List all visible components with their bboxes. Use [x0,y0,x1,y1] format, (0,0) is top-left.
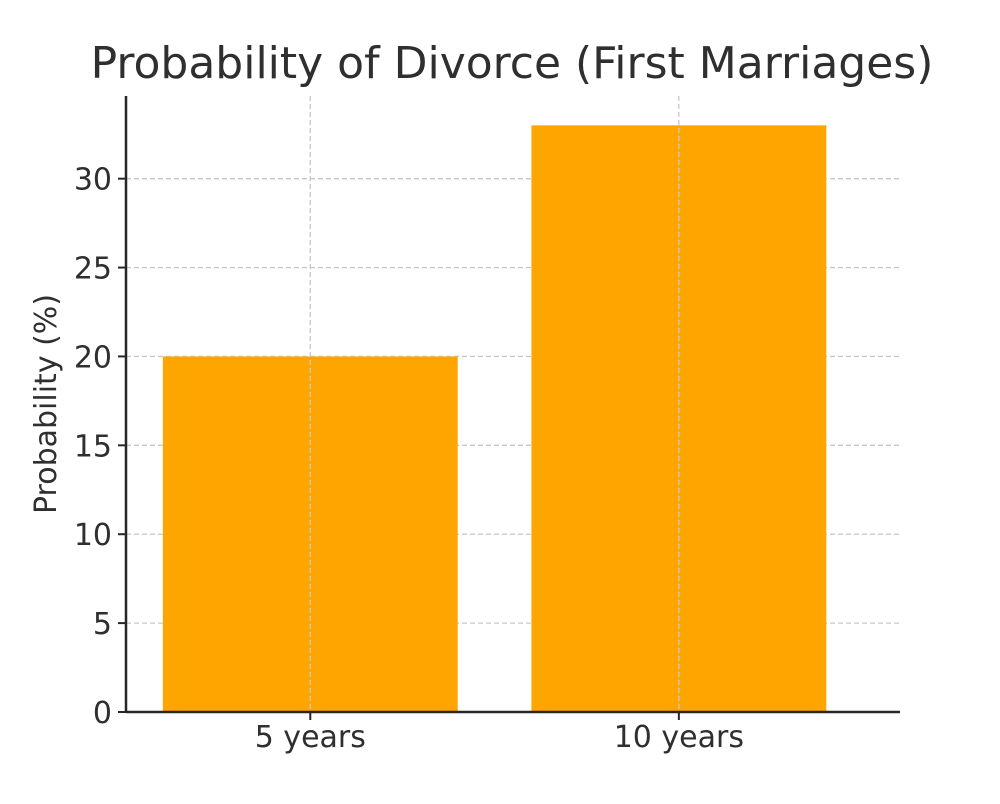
y-tick-label: 10 [74,518,112,553]
y-tick-label: 0 [93,696,112,731]
axes-layer [124,96,900,714]
x-tick-label: 5 years [255,720,366,755]
y-tick-label: 5 [93,607,112,642]
y-axis-label: Probability (%) [29,294,64,514]
y-tick-label: 25 [74,252,112,287]
y-tick-label: 30 [74,163,112,198]
chart-title: Probability of Divorce (First Marriages) [91,38,934,89]
x-tick-label: 10 years [614,720,744,755]
y-tick-label: 20 [74,340,112,375]
bars-layer [162,125,827,713]
y-tick-label: 15 [74,429,112,464]
ticks-layer: 0 5 10 15 20 25 30 5 years 10 years [74,163,744,755]
